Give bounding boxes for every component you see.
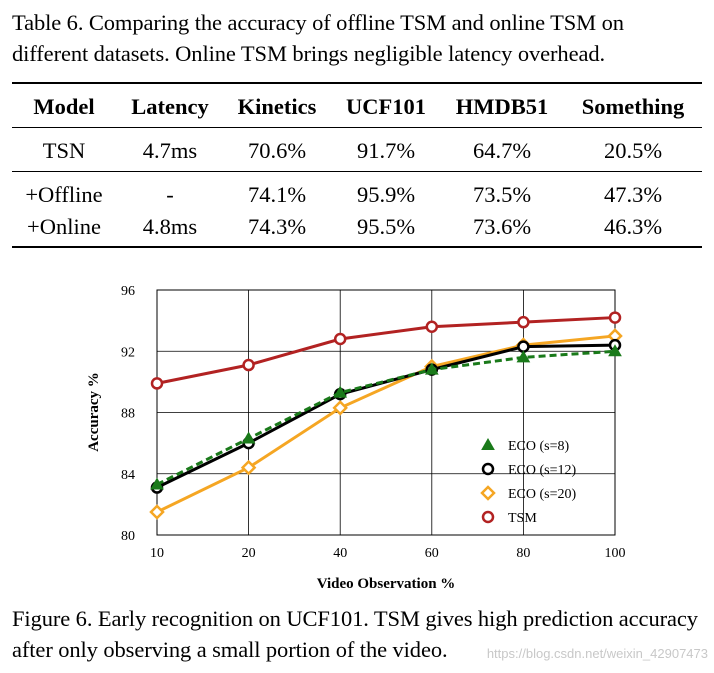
x-tick-label: 60: [425, 546, 439, 561]
legend-label: ECO (s=12): [508, 463, 577, 478]
chart-legend: ECO (s=8) ECO (s=12) ECO (s=20) TSM: [480, 437, 577, 526]
legend-marker: [481, 437, 495, 450]
table-header-kinetics: Kinetics: [237, 94, 317, 119]
x-tick-label: 40: [333, 546, 347, 561]
data-point: [333, 332, 347, 346]
y-tick-label: 96: [121, 284, 135, 299]
legend-marker: [481, 462, 495, 476]
table-cell: 64.7%: [472, 138, 532, 163]
table-header-latency: Latency: [131, 94, 209, 119]
plot-frame: [156, 289, 616, 536]
series-line: [156, 334, 616, 514]
data-point: [240, 459, 257, 476]
table-cell: 46.3%: [603, 214, 663, 239]
table-cell: 95.9%: [356, 182, 416, 207]
table-cell: 73.6%: [472, 214, 532, 239]
data-point: [332, 400, 348, 416]
data-point: [150, 377, 164, 390]
x-tick-label: 10: [150, 546, 164, 561]
table-header-model: Model: [33, 94, 95, 119]
table-header-something: Something: [581, 94, 685, 119]
table-cell: 4.8ms: [142, 214, 198, 239]
table-cell: +Online: [27, 214, 101, 239]
legend-label: ECO (s=20): [508, 487, 577, 502]
figure-caption: Figure 6. Early recognition on UCF101. T…: [12, 606, 698, 662]
table-header-ucf101: UCF101: [346, 94, 426, 119]
data-point: [517, 340, 530, 353]
data-point: [608, 311, 622, 324]
series-line: [156, 316, 616, 385]
x-tick-label: 80: [516, 546, 530, 561]
data-point: [425, 320, 439, 333]
table-cell: +Offline: [25, 182, 103, 207]
series-line: [156, 349, 616, 486]
data-point: [608, 344, 622, 357]
table-cell: 95.5%: [356, 214, 416, 239]
legend-label: TSM: [508, 511, 537, 526]
legend-marker: [481, 510, 495, 524]
table-cell: -: [166, 182, 174, 207]
data-point: [241, 431, 256, 444]
table-cell: TSN: [42, 138, 86, 163]
y-tick-label: 80: [121, 529, 135, 544]
table-cell: 47.3%: [603, 182, 663, 207]
table-cell: 74.1%: [247, 182, 307, 207]
table-cell: 4.7ms: [142, 138, 198, 163]
series-line: [156, 343, 616, 489]
y-axis-label: Accuracy %: [86, 372, 102, 452]
x-tick-label: 100: [605, 546, 626, 561]
data-point: [242, 358, 255, 372]
table-cell: 91.7%: [356, 138, 416, 163]
y-tick-label: 88: [121, 407, 135, 422]
table-cell: 73.5%: [472, 182, 532, 207]
data-point: [333, 385, 348, 398]
table-top-rule: [12, 82, 702, 84]
table-header-rule: [12, 127, 702, 128]
y-tick-label: 84: [121, 468, 135, 483]
table-cell: 20.5%: [603, 138, 663, 163]
table-cell: 70.6%: [247, 138, 307, 163]
data-point: [149, 504, 165, 520]
watermark-url: https://blog.csdn.net/weixin_42907473: [486, 646, 708, 661]
legend-label: ECO (s=8): [508, 439, 570, 454]
table-caption: Table 6. Comparing the accuracy of offli…: [12, 10, 624, 66]
x-tick-label: 20: [242, 546, 256, 561]
early-recognition-chart: 10 20 40 60 80 100 80 84 88 92 96 Video Observatio…: [86, 284, 626, 592]
table-bottom-rule: [12, 246, 702, 248]
data-point: [517, 315, 530, 329]
table-header-hmdb51: HMDB51: [455, 94, 549, 119]
data-point: [424, 362, 439, 375]
x-axis-label: Video Observation %: [317, 576, 456, 592]
y-tick-label: 92: [121, 345, 135, 360]
legend-marker: [480, 485, 496, 501]
table-group-rule: [12, 171, 702, 172]
data-point: [516, 350, 531, 363]
data-point: [150, 477, 164, 490]
table-cell: 74.3%: [247, 214, 307, 239]
